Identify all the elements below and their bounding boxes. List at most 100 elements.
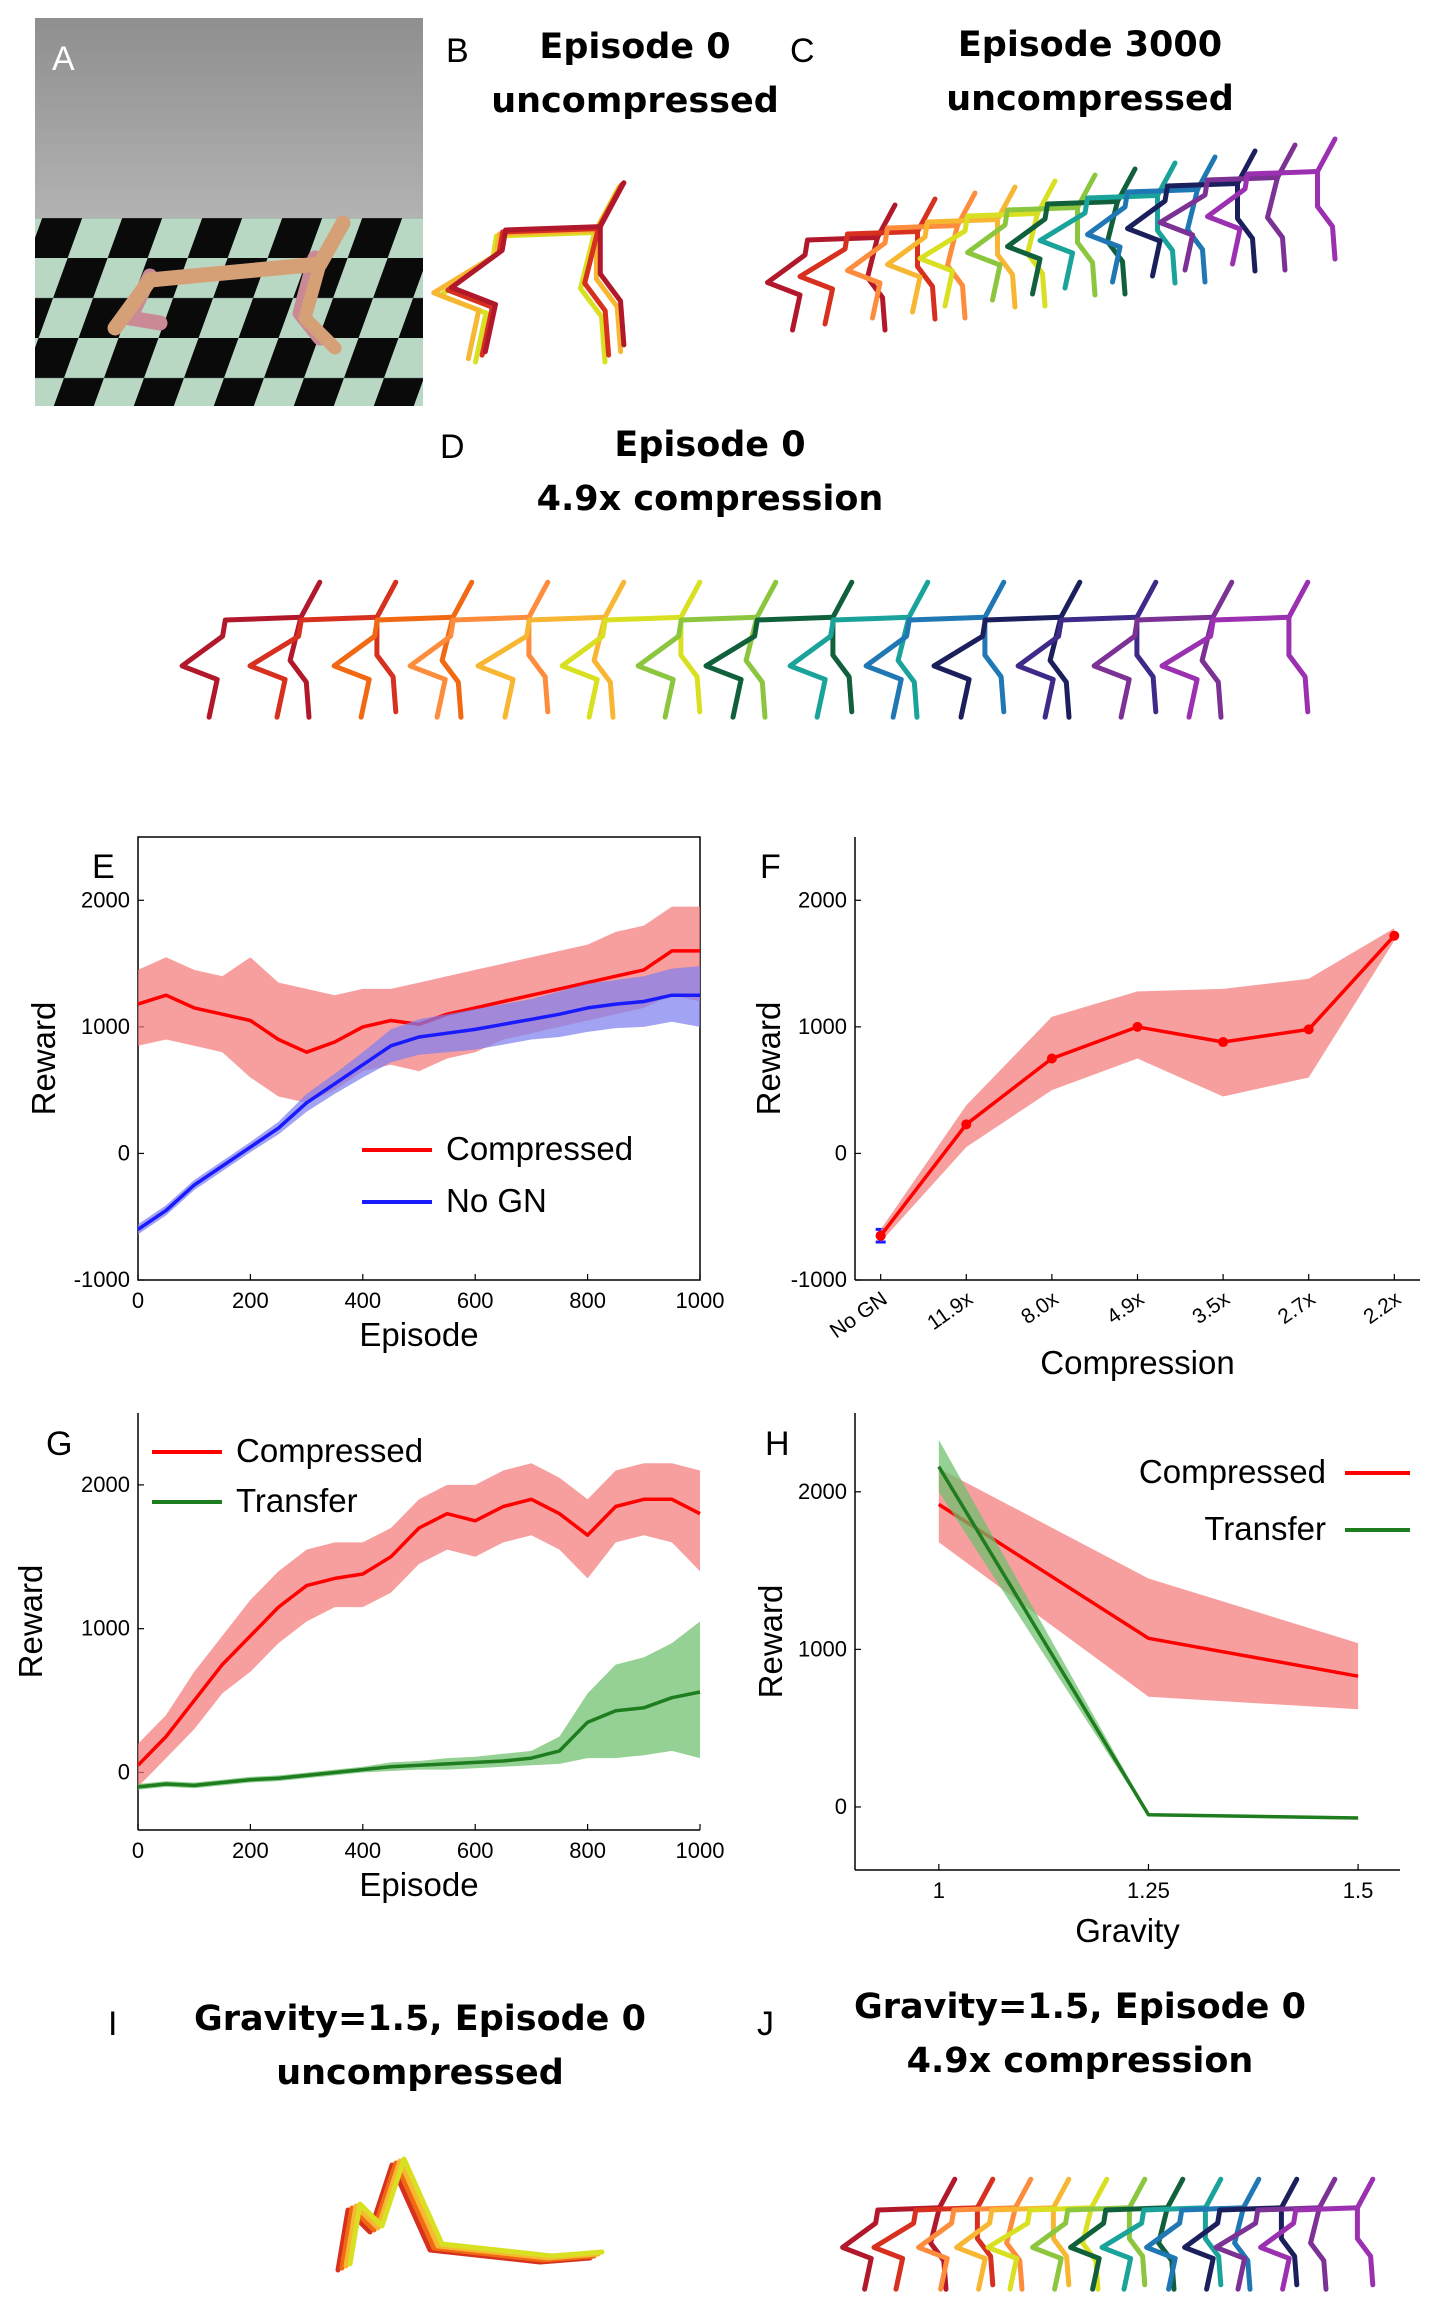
panel-letter-j: J bbox=[757, 2005, 774, 2043]
legend-label: Compressed bbox=[1139, 1453, 1326, 1490]
x-tick-label: No GN bbox=[826, 1287, 892, 1343]
y-tick-label: 1000 bbox=[81, 1014, 130, 1039]
walker-pose-3 bbox=[347, 2156, 605, 2267]
chart-legend: Compressed No GN bbox=[362, 1130, 633, 1219]
walker-pose-9 bbox=[1182, 2205, 1300, 2292]
walker-head-10 bbox=[1058, 579, 1083, 620]
y-axis-label: Reward bbox=[25, 1002, 62, 1116]
panel-d-title: Episode 0 4.9x compression bbox=[500, 418, 920, 526]
walker-head-3 bbox=[597, 180, 627, 230]
panel-letter-c: C bbox=[790, 32, 815, 70]
walker-head-7 bbox=[830, 579, 855, 620]
y-tick-label: 2000 bbox=[81, 887, 130, 912]
walker-sequence-b bbox=[431, 180, 627, 365]
walker-pose-7 bbox=[1099, 2205, 1224, 2292]
walker-pose-3 bbox=[449, 224, 627, 355]
walker-pose-5 bbox=[965, 205, 1098, 303]
walker-pose-8 bbox=[787, 614, 920, 720]
y-axis-label: Reward bbox=[12, 1565, 49, 1679]
panel-letter-i: I bbox=[108, 2005, 118, 2043]
walker-head-11 bbox=[1315, 136, 1338, 174]
x-tick-label: 800 bbox=[569, 1838, 606, 1863]
walker-pose-10 bbox=[931, 614, 1072, 720]
y-tick-label: 1000 bbox=[81, 1616, 130, 1641]
series-compressed bbox=[136, 1463, 701, 1787]
walker-head-4 bbox=[602, 579, 627, 620]
panel-j-title-line2: 4.9x compression bbox=[906, 2041, 1254, 2081]
walker-pose-0 bbox=[179, 614, 312, 720]
walker-figure bbox=[107, 215, 351, 355]
confidence-band bbox=[880, 928, 1395, 1242]
walker-sequence-c bbox=[765, 136, 1338, 333]
walker-pose-8 bbox=[1085, 187, 1208, 285]
walker-pose-3 bbox=[407, 614, 551, 720]
legend-label: Transfer bbox=[1204, 1510, 1326, 1547]
walker-sequence-d bbox=[179, 579, 1311, 720]
series-line bbox=[136, 1497, 701, 1767]
walker-head-8 bbox=[1240, 2176, 1262, 2211]
walker-pose-7 bbox=[703, 614, 855, 720]
legend-label: Compressed bbox=[236, 1432, 423, 1469]
panel-letter-e: E bbox=[92, 848, 115, 886]
x-tick-label: 4.9x bbox=[1103, 1287, 1149, 1329]
y-tick-label: 2000 bbox=[798, 887, 847, 912]
walker-head-10 bbox=[1316, 2176, 1338, 2211]
walker-head-0 bbox=[298, 579, 323, 620]
confidence-band bbox=[138, 906, 700, 1103]
walker-head-11 bbox=[1134, 579, 1159, 620]
chart-legend: Compressed Transfer bbox=[152, 1432, 423, 1519]
panel-letter-g: G bbox=[46, 1425, 72, 1463]
panel-i-title-line1: Gravity=1.5, Episode 0 bbox=[194, 1999, 646, 2039]
y-tick-label: -1000 bbox=[74, 1267, 130, 1292]
walker-head-13 bbox=[1286, 579, 1311, 620]
x-tick-label: 800 bbox=[569, 1288, 606, 1313]
walker-pose-4 bbox=[475, 614, 616, 720]
walker-head-7 bbox=[1202, 2176, 1224, 2211]
walker-pose-11 bbox=[1205, 169, 1338, 267]
y-tick-label: 1000 bbox=[798, 1636, 847, 1661]
y-tick-label: 2000 bbox=[81, 1472, 130, 1497]
x-tick-label: 200 bbox=[232, 1838, 269, 1863]
x-tick-label: 1 bbox=[933, 1878, 945, 1903]
walker-pose-1 bbox=[247, 614, 399, 720]
series-line bbox=[937, 1502, 1359, 1678]
panel-b-title: Episode 0 uncompressed bbox=[480, 20, 790, 128]
walker-head-2 bbox=[450, 579, 475, 620]
y-axis-label: Reward bbox=[750, 1002, 787, 1116]
data-point bbox=[1303, 1024, 1314, 1035]
x-tick-label: 2.7x bbox=[1274, 1287, 1320, 1329]
data-point bbox=[875, 1230, 886, 1241]
data-point bbox=[1389, 930, 1400, 941]
walker-head-9 bbox=[1278, 2176, 1300, 2211]
panel-c-title-line2: uncompressed bbox=[946, 79, 1234, 119]
series-transfer bbox=[937, 1439, 1359, 1820]
panel-j-title: Gravity=1.5, Episode 0 4.9x compression bbox=[840, 1980, 1320, 2088]
walker-head-1 bbox=[374, 579, 399, 620]
y-axis-label: Reward bbox=[752, 1585, 789, 1699]
walker-pose-12 bbox=[1091, 614, 1224, 720]
y-tick-label: 1000 bbox=[798, 1014, 847, 1039]
walker-sequence-i bbox=[335, 2156, 605, 2273]
x-tick-label: 0 bbox=[132, 1288, 144, 1313]
walker-head-5 bbox=[1126, 2176, 1148, 2211]
walker-sequence-j bbox=[840, 2176, 1376, 2292]
walker-pose-13 bbox=[1159, 614, 1311, 720]
series-line bbox=[137, 993, 700, 1231]
y-tick-label: 0 bbox=[835, 1794, 847, 1819]
walker-pose-1 bbox=[797, 229, 938, 327]
walker-pose-10 bbox=[1157, 175, 1288, 273]
chart-f: F -1000 0 1000 2000 No GN 11.9x 8.0x 4.9x 3.5x 2.7… bbox=[750, 837, 1420, 1381]
series-no-gn bbox=[137, 966, 700, 1235]
walker-head-12 bbox=[1210, 579, 1235, 620]
x-tick-label: 600 bbox=[457, 1838, 494, 1863]
x-axis-label: Episode bbox=[359, 1316, 478, 1353]
x-axis-label: Gravity bbox=[1075, 1912, 1180, 1949]
walker-pose-11 bbox=[1258, 2205, 1376, 2292]
panel-letter-f: F bbox=[760, 848, 781, 886]
walker-pose-2 bbox=[445, 226, 612, 358]
x-tick-label: 8.0x bbox=[1017, 1287, 1063, 1329]
walker-head-3 bbox=[1050, 2176, 1072, 2211]
y-tick-label: -1000 bbox=[791, 1267, 847, 1292]
walker-head-4 bbox=[1088, 2176, 1110, 2211]
